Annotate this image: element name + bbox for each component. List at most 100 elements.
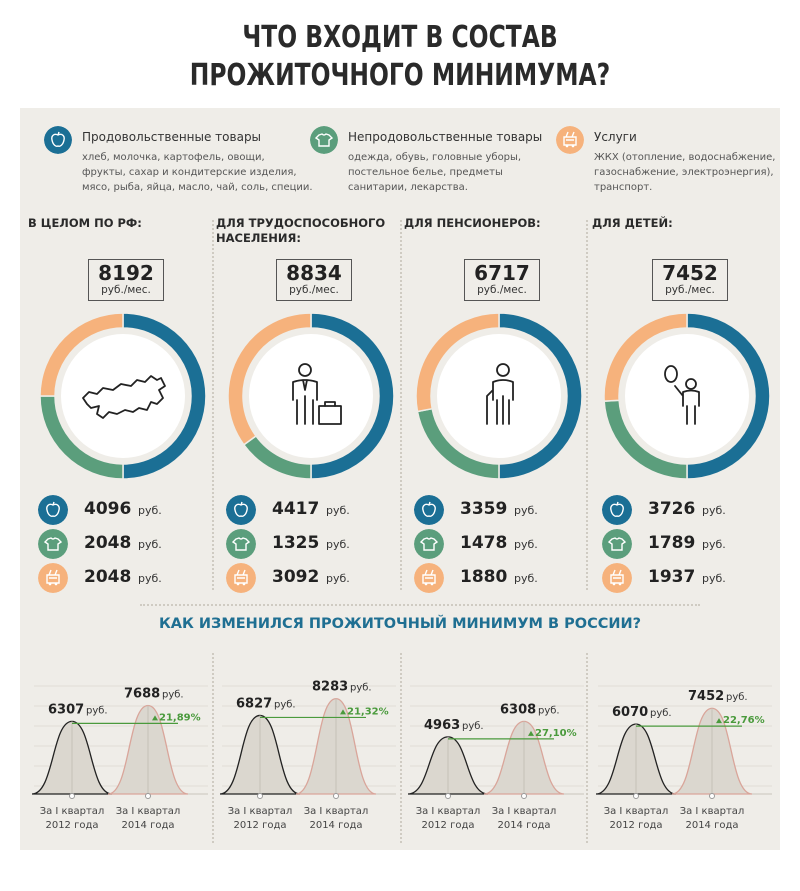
x-label: 2014 года [309, 820, 362, 831]
bell-unit: руб. [274, 699, 296, 710]
bell-value: 8283 [312, 680, 348, 695]
x-label: За I квартал [304, 806, 369, 817]
column-divider [212, 220, 214, 590]
growth-percent: 27,10% [535, 728, 577, 739]
legend-nonfood-title: Непродовольственные товары [348, 130, 543, 144]
category-label-line: ДЛЯ ТРУДОСПОСОБНОГО [216, 216, 386, 230]
donut-slice-services [415, 312, 500, 413]
bell-value: 6070 [612, 705, 648, 720]
x-label: 2014 года [121, 820, 174, 831]
history-title: КАК ИЗМЕНИЛСЯ ПРОЖИТОЧНЫЙ МИНИМУМ В РОСС… [158, 616, 642, 632]
category-column: ДЛЯ ТРУДОСПОСОБНОГО НАСЕЛЕНИЯ: 8834 руб./ме… [216, 216, 404, 716]
donut-center [437, 334, 561, 458]
total-box: 8192 руб./мес. [88, 259, 164, 301]
x-label: За I квартал [680, 806, 745, 817]
infographic-panel: Продовольственные товары хлеб, молочка, … [20, 108, 780, 850]
pensioner-icon [486, 363, 514, 425]
child-balloon-icon [664, 365, 700, 425]
value-label: 3359 [460, 499, 508, 519]
total-value: 8192 [98, 261, 154, 285]
value-label: 1478 [460, 533, 508, 553]
bell-value: 7688 [124, 687, 160, 702]
x-marker [709, 793, 715, 799]
value-unit: руб. [514, 504, 538, 517]
up-arrow-icon [152, 715, 158, 721]
category-label-line: В ЦЕЛОМ ПО РФ: [28, 216, 142, 230]
growth-percent: 22,76% [723, 715, 765, 726]
category-label: ДЛЯ ПЕНСИОНЕРОВ: [404, 216, 541, 231]
value-label: 3092 [272, 567, 320, 587]
donut-chart [415, 312, 583, 480]
legend-food-desc: хлеб, молочка, картофель, овощи, фрукты, … [82, 152, 313, 193]
category-label: ДЛЯ ДЕТЕЙ: [592, 216, 673, 231]
apple-icon [38, 495, 68, 525]
value-unit: руб. [138, 504, 162, 517]
shirt-icon [602, 529, 632, 559]
value-unit: руб. [326, 504, 350, 517]
value-label: 2048 [84, 533, 132, 553]
value-unit: руб. [138, 572, 162, 585]
bell-unit: руб. [162, 690, 184, 701]
apple-icon [414, 495, 444, 525]
value-unit: руб. [514, 538, 538, 551]
value-unit: руб. [326, 538, 350, 551]
bell-value: 7452 [688, 689, 724, 704]
donut-chart [227, 312, 395, 480]
column-divider [586, 653, 588, 843]
shirt-icon [226, 529, 256, 559]
worker-icon [292, 363, 342, 425]
category-column: ДЛЯ ПЕНСИОНЕРОВ: 6717 руб./мес. 3359 руб. 147… [404, 216, 592, 716]
category-column: В ЦЕЛОМ ПО РФ: 8192 руб./мес. 4096 руб. 2048 р… [28, 216, 216, 716]
x-marker [257, 793, 263, 799]
value-label: 4417 [272, 499, 320, 519]
donut-slice-services [603, 312, 688, 402]
trolleybus-icon [226, 563, 256, 593]
bell-value: 6308 [500, 702, 536, 717]
bell-unit: руб. [350, 683, 372, 694]
bell-value: 6827 [236, 696, 272, 711]
up-arrow-icon [340, 709, 346, 715]
total-unit: руб./мес. [101, 284, 151, 296]
column-divider [400, 653, 402, 843]
donut-center [61, 334, 185, 458]
bell-value: 6307 [48, 702, 84, 717]
category-label: ДЛЯ ТРУДОСПОСОБНОГО НАСЕЛЕНИЯ: [216, 216, 385, 246]
legend-nonfood-desc: одежда, обувь, головные уборы, постельное… [348, 152, 522, 193]
legend-services-desc: ЖКХ (отопление, водоснабжение, газоснабже… [594, 152, 776, 193]
column-divider [400, 220, 402, 590]
value-label: 1937 [648, 567, 696, 587]
trolleybus-icon [414, 563, 444, 593]
legend-services-title: Услуги [594, 130, 637, 144]
x-label: За I квартал [40, 806, 105, 817]
growth-percent: 21,89% [159, 712, 201, 723]
donut-center [249, 334, 373, 458]
footer [0, 850, 800, 891]
section-divider [140, 604, 700, 606]
value-unit: руб. [702, 504, 726, 517]
category-column: ДЛЯ ДЕТЕЙ: 7452 руб./мес. 3726 руб. 1789 руб. 1… [592, 216, 780, 716]
donut-chart [39, 312, 207, 480]
x-marker [521, 793, 527, 799]
bell-unit: руб. [650, 708, 672, 719]
donut-center [625, 334, 749, 458]
total-unit: руб./мес. [665, 284, 715, 296]
bell-unit: руб. [538, 705, 560, 716]
bell-unit: руб. [86, 705, 108, 716]
bell-unit: руб. [726, 692, 748, 703]
x-label: 2014 года [497, 820, 550, 831]
trolleybus-icon [602, 563, 632, 593]
x-label: За I квартал [416, 806, 481, 817]
x-marker [445, 793, 451, 799]
x-label: 2012 года [609, 820, 662, 831]
value-unit: руб. [702, 538, 726, 551]
x-label: За I квартал [604, 806, 669, 817]
total-value: 8834 [286, 261, 342, 285]
bell-unit: руб. [462, 721, 484, 732]
x-label: За I квартал [116, 806, 181, 817]
donut-slice-services [39, 312, 124, 397]
page-title-line1: ЧТО ВХОДИТ В СОСТАВ [242, 20, 558, 55]
x-label: 2012 года [421, 820, 474, 831]
